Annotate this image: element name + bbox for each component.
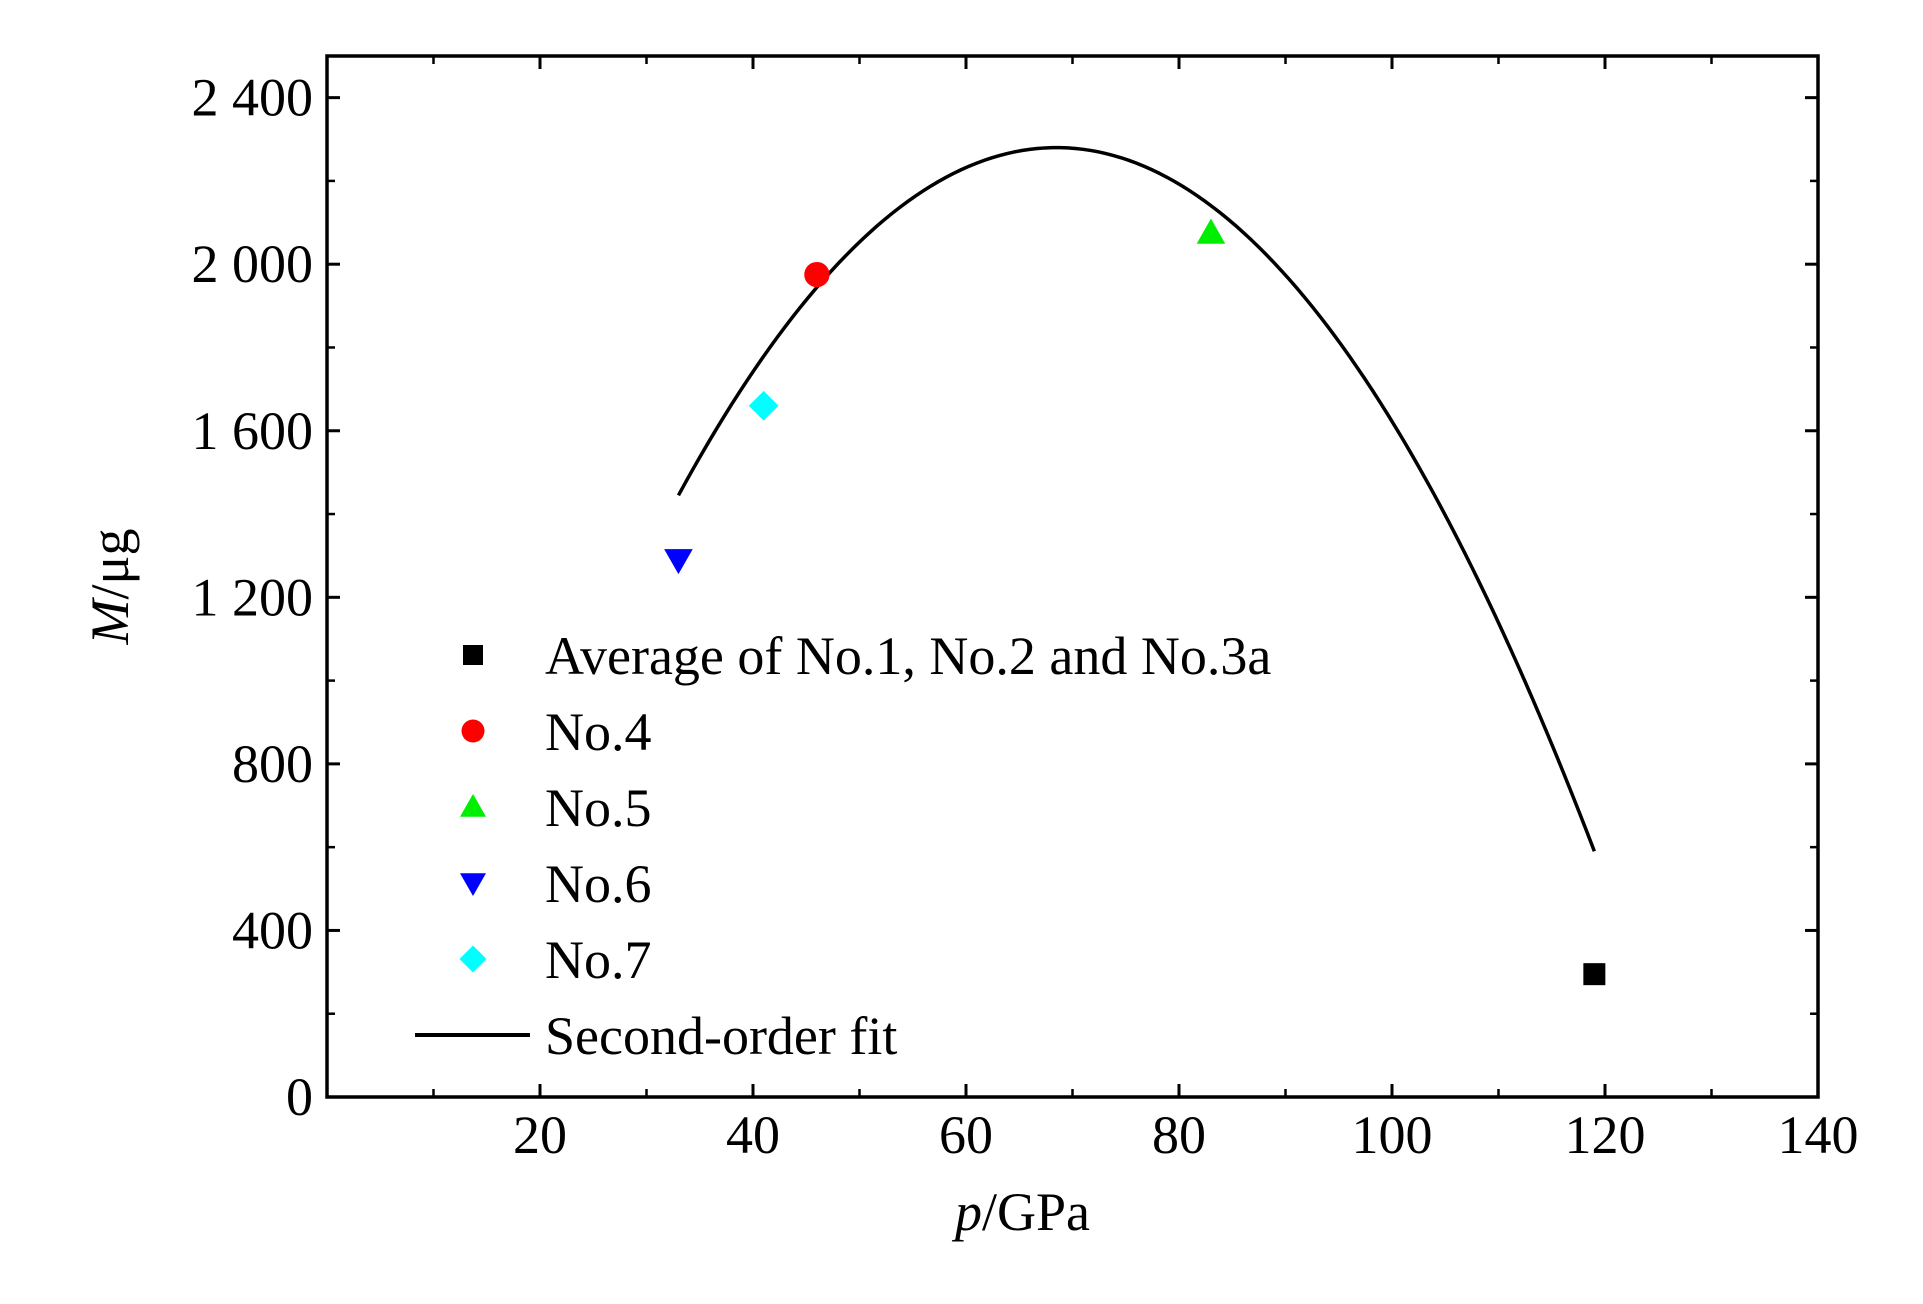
legend-label-series-4: No.6	[545, 854, 652, 914]
data-point-series-5	[748, 390, 779, 421]
y-tick-label: 400	[232, 900, 313, 960]
legend-label-series-5: No.7	[545, 930, 652, 990]
y-tick-label: 2 400	[192, 68, 314, 128]
data-point-series-4	[664, 549, 693, 575]
legend-label-series-2: No.4	[545, 702, 652, 762]
y-axis-variable: M	[80, 596, 140, 645]
x-axis-title: p/GPa	[951, 1182, 1090, 1242]
x-tick-label: 60	[939, 1105, 993, 1165]
axes: 20 40 60 80 100 120 140 0 400 800 1 200 1 600 2 000 2…	[192, 54, 1859, 1165]
legend: Average of No.1, No.2 and No.3a No.4 No.5 N…	[415, 626, 1271, 1066]
y-tick-label: 2 000	[192, 234, 314, 294]
y-axis-unit: /μg	[80, 529, 140, 600]
legend-marker-series-3	[460, 794, 486, 817]
x-tick-label: 40	[726, 1105, 780, 1165]
x-tick-label: 120	[1565, 1105, 1646, 1165]
plot-area	[664, 145, 1606, 986]
data-point-series-3	[1196, 218, 1226, 244]
x-axis-variable: p	[951, 1182, 982, 1242]
data-point-series-1	[1583, 963, 1606, 986]
legend-marker-series-4	[460, 873, 486, 896]
legend-marker-series-1	[463, 645, 483, 665]
legend-label-fit: Second-order fit	[545, 1006, 897, 1066]
legend-label-series-3: No.5	[545, 778, 652, 838]
legend-marker-series-2	[461, 719, 485, 743]
x-axis-unit: /GPa	[982, 1182, 1090, 1242]
y-tick-label: 1 200	[192, 567, 314, 627]
x-tick-label: 20	[513, 1105, 567, 1165]
fit-curve	[676, 145, 1596, 852]
y-tick-label: 800	[232, 734, 313, 794]
y-tick-label: 0	[286, 1067, 313, 1127]
y-axis-title: M/μg	[80, 529, 140, 646]
x-tick-label: 80	[1152, 1105, 1206, 1165]
legend-label-series-1: Average of No.1, No.2 and No.3a	[545, 626, 1271, 686]
x-tick-label: 100	[1352, 1105, 1433, 1165]
data-point-series-2	[804, 261, 830, 288]
legend-marker-series-5	[459, 945, 487, 973]
x-tick-label: 140	[1778, 1105, 1859, 1165]
y-tick-label: 1 600	[192, 401, 314, 461]
